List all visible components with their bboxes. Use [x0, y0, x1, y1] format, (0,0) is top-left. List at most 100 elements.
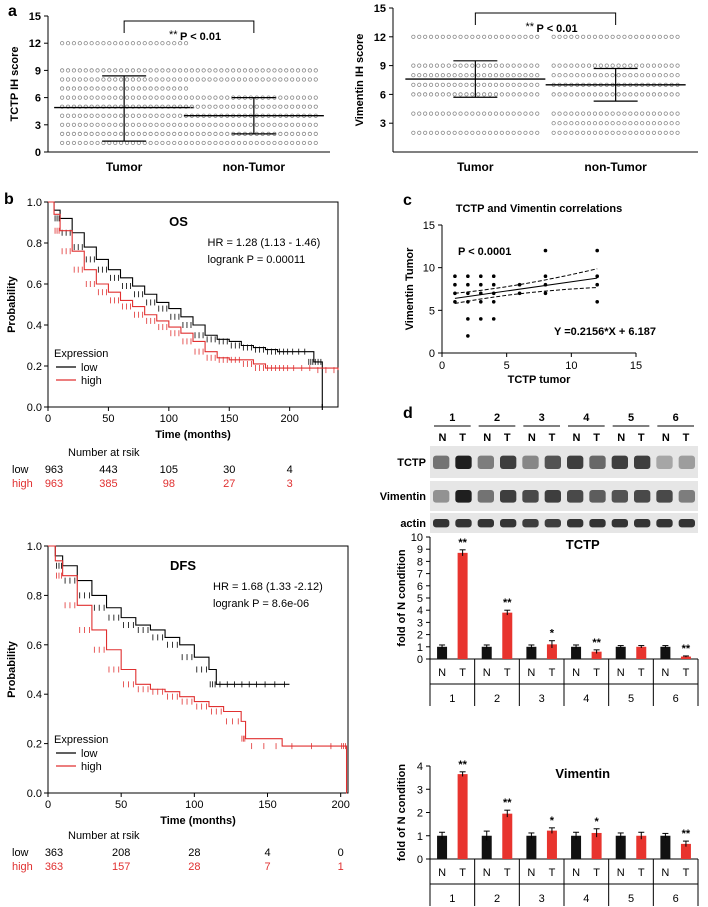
vim-ih-data-point — [610, 92, 615, 97]
corr-ytick-label: 10 — [423, 263, 435, 275]
vim-ih-data-point — [592, 92, 598, 97]
corr-data-point — [543, 274, 548, 279]
vim-ih-data-point — [657, 92, 662, 97]
vim-bar-bar-label: N — [572, 867, 580, 879]
vim-ih-data-point — [569, 63, 574, 68]
vim-ih-data-point — [616, 92, 621, 97]
vim-ih-data-point — [452, 82, 457, 87]
vim-ih-data-point — [663, 130, 668, 135]
blot-band — [567, 455, 584, 470]
vim-ih-data-point — [476, 34, 481, 39]
vim-bar-bar-label: N — [483, 867, 491, 879]
vim-ih-data-point — [411, 82, 416, 87]
tctp-ih-data-point — [136, 104, 141, 109]
tctp-ih-data-point — [313, 95, 318, 100]
tctp-ih-data-point — [148, 77, 153, 82]
tctp-ih-data-point — [183, 95, 189, 100]
blot-band — [634, 455, 651, 470]
tctp-ih-data-point — [172, 131, 177, 136]
tctp-ih-data-point — [295, 68, 301, 73]
tctp-ih-data-point — [172, 41, 177, 46]
vim-ih-data-point — [563, 92, 568, 97]
tctp-ih-data-point — [213, 68, 218, 73]
tctp-ih-data-point — [172, 104, 177, 109]
vim-ih-data-point — [563, 34, 568, 39]
os-xtick-label: 150 — [220, 413, 238, 425]
vim-ih-data-point — [669, 121, 674, 126]
tctp-bar-bar-n — [615, 646, 626, 659]
dfs-risk-count: 157 — [112, 861, 130, 873]
corr-data-point — [543, 291, 548, 296]
tctp-bar-bar-n — [526, 646, 537, 659]
vim-ih-data-point — [523, 111, 528, 116]
tctp-ih-data-point — [95, 140, 100, 146]
vim-bar-bar-label: T — [593, 867, 600, 879]
vim-ih-data-point — [628, 130, 633, 135]
vim-ih-data-point — [586, 121, 592, 126]
vim-bar-bar-t — [591, 832, 602, 859]
tctp-ih-data-point — [172, 86, 177, 91]
tctp-ih-data-point — [136, 41, 141, 46]
vim-ih-data-point — [417, 92, 422, 97]
tctp-ih-data-point — [195, 77, 200, 82]
blot-lane-label: 1 — [449, 412, 455, 424]
blot-band — [611, 490, 628, 503]
vim-ih-data-point — [505, 34, 510, 39]
tctp-ih-data-point — [119, 86, 124, 91]
dfs-legend-label-low: low — [81, 748, 98, 760]
tctp-ih-data-point — [77, 41, 82, 46]
tctp-bar-bar-label: N — [438, 667, 446, 679]
tctp-ih-data-point — [60, 131, 65, 136]
tctp-ih-data-point — [189, 95, 194, 100]
vim-ih-data-point — [604, 111, 609, 116]
tctp-ih-data-point — [71, 95, 77, 100]
vim-ih-data-point — [645, 34, 651, 39]
blot-band — [611, 455, 628, 470]
corr-regression-line — [454, 277, 598, 299]
blot-band — [567, 519, 584, 528]
vim-ih-data-point — [551, 73, 556, 78]
vim-ih-data-point — [417, 34, 422, 39]
vim-ih-data-point — [651, 92, 657, 97]
tctp-ih-data-point — [89, 41, 94, 46]
tctp-ih-data-point — [101, 41, 106, 46]
vim-bar-bar-label: T — [459, 867, 466, 879]
tctp-bar-group-label: 2 — [494, 693, 500, 705]
tctp-ih-data-point — [113, 131, 118, 136]
vim-ih-data-point — [657, 121, 662, 126]
vim-bar-bar-t — [546, 830, 557, 859]
vim-ih-data-point — [511, 82, 516, 87]
tctp-ih-data-point — [89, 68, 94, 73]
tctp-ih-data-point — [178, 95, 183, 100]
tctp-bar-significance: ** — [682, 643, 691, 655]
vim-ih-data-point — [464, 111, 469, 116]
vim-ih-data-point — [557, 73, 562, 78]
dfs-risk-count: 4 — [264, 847, 270, 859]
vim-ih-data-point — [511, 73, 516, 78]
vim-ih-data-point — [651, 63, 657, 68]
dfs-ytick-label: 0.0 — [27, 788, 42, 800]
tctp-ih-data-point — [207, 95, 212, 100]
vim-ih-data-point — [529, 130, 534, 135]
vim-ih-data-point — [517, 130, 522, 135]
corr-data-point — [466, 282, 470, 287]
dfs-plot-frame — [47, 545, 349, 794]
vim-ih-data-point — [581, 73, 586, 78]
vim-ih-data-point — [645, 111, 651, 116]
tctp-ih-data-point — [242, 104, 248, 109]
tctp-ih-data-point — [89, 95, 94, 100]
os-risk-row-label: high — [12, 478, 33, 490]
vim-ih-data-point — [452, 111, 457, 116]
tctp-ih-data-point — [130, 95, 136, 100]
tctp-ih-data-point — [307, 77, 312, 82]
vim-ih-data-point — [417, 130, 422, 135]
blot-band — [656, 519, 673, 528]
tctp-ih-data-point — [89, 131, 94, 136]
vim-bar-group-label: 2 — [494, 893, 500, 905]
tctp-ih-data-point — [83, 140, 88, 146]
vim-ih-data-point — [586, 130, 592, 135]
vim-ih-data-point — [440, 73, 445, 78]
tctp-ih-data-point — [154, 41, 159, 46]
vim-ih-ytick-label: 6 — [380, 89, 386, 101]
dfs-curve-low — [48, 545, 290, 685]
